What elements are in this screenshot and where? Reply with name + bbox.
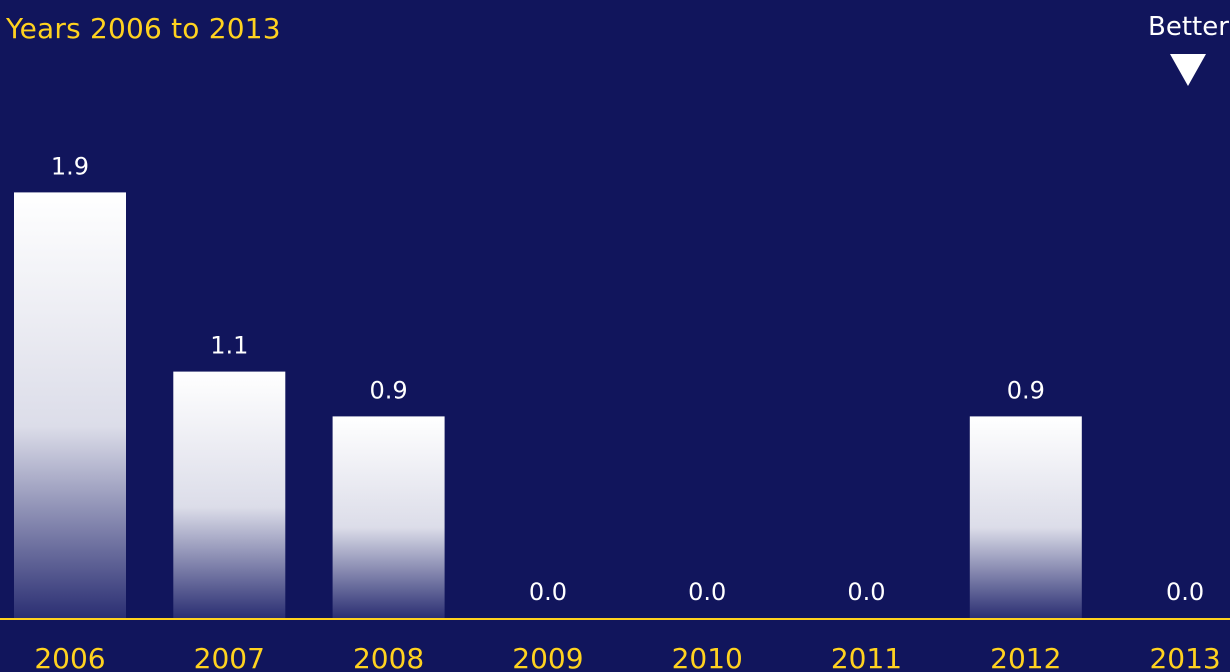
bar-2007 xyxy=(173,371,286,618)
bar-2006 xyxy=(14,192,126,618)
tick-label-2009: 2009 xyxy=(512,642,583,672)
tick-label-2010: 2010 xyxy=(672,642,743,672)
better-indicator: Better xyxy=(1148,12,1230,92)
value-labels-layer: 1.9 1.1 0.9 0.0 0.0 0.0 0.9 0.0 xyxy=(51,152,1204,606)
bars-layer xyxy=(14,192,1082,618)
bar-2012 xyxy=(969,416,1082,618)
bar-2008 xyxy=(332,416,445,618)
tick-label-2011: 2011 xyxy=(831,642,902,672)
tick-label-2013: 2013 xyxy=(1149,642,1220,672)
value-label-2008: 0.9 xyxy=(370,376,408,404)
value-label-2011: 0.0 xyxy=(847,578,885,606)
tick-label-2006: 2006 xyxy=(34,642,105,672)
value-label-2013: 0.0 xyxy=(1166,578,1204,606)
tick-label-2012: 2012 xyxy=(990,642,1061,672)
value-label-2009: 0.0 xyxy=(529,578,567,606)
value-label-2006: 1.9 xyxy=(51,152,89,180)
chart-title: Years 2006 to 2013 xyxy=(6,12,281,45)
better-label: Better xyxy=(1148,12,1229,42)
value-label-2012: 0.9 xyxy=(1007,376,1045,404)
down-arrow-icon xyxy=(1170,54,1206,86)
x-axis-tick-labels: 2006 2007 2008 2009 2010 2011 2012 2013 xyxy=(34,642,1220,672)
value-label-2010: 0.0 xyxy=(688,578,726,606)
tick-label-2008: 2008 xyxy=(353,642,424,672)
value-label-2007: 1.1 xyxy=(210,332,248,360)
tick-label-2007: 2007 xyxy=(194,642,265,672)
